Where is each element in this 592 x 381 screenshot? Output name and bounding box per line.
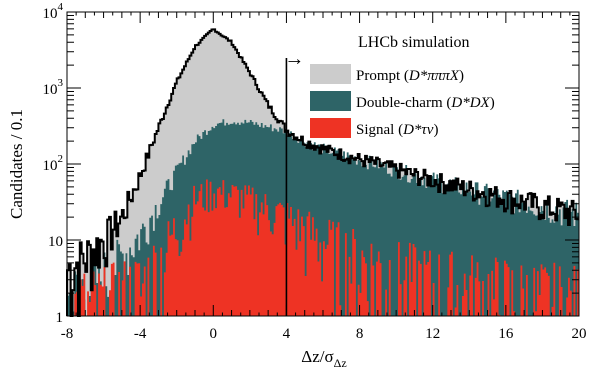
legend-entry: Signal (D*τν) [356,122,438,138]
x-tick-label: -4 [134,326,147,342]
x-axis-label-sub: Δz [334,356,347,370]
x-tick-label: 16 [498,326,514,342]
legend: Prompt (D*πππX) Double-charm (D*DX) Signal… [310,64,495,138]
total-outline [66,28,579,317]
y-tick-label: 104 [43,1,64,22]
histogram-areas [67,29,579,317]
y-tick-exponent: 3 [58,77,64,89]
cut-arrow-icon: → [284,48,304,70]
y-tick-label: 103 [43,77,64,98]
y-tick-exponent: 4 [58,1,64,13]
y-tick-label: 10 [48,234,63,250]
legend-entry: Prompt (D*πππX) [356,68,464,84]
x-axis-label: Δz/σΔz [301,347,346,370]
x-tick-label: 12 [425,326,440,342]
x-tick-label: 8 [356,326,364,342]
x-tick-label: 0 [210,326,218,342]
x-ticks: -8 -4 0 4 8 12 16 20 [61,12,587,342]
x-tick-label: 4 [283,326,291,342]
y-ticks: 1 10 102 103 104 [43,1,579,326]
legend-swatch [310,91,351,111]
y-tick-label: 1 [56,310,64,326]
y-tick-label: 102 [43,153,64,174]
y-tick-exponent: 2 [58,153,64,165]
chart-title: LHCb simulation [358,34,470,51]
legend-swatch [310,64,351,84]
legend-entry: Double-charm (D*DX) [356,95,495,111]
x-axis-label-main: Δz/σ [301,347,333,366]
x-tick-label: 20 [572,326,587,342]
legend-swatch [310,118,351,138]
series-area-2 [67,179,579,316]
y-axis-label: Candidates / 0.1 [7,109,26,219]
x-tick-label: -8 [61,326,74,342]
